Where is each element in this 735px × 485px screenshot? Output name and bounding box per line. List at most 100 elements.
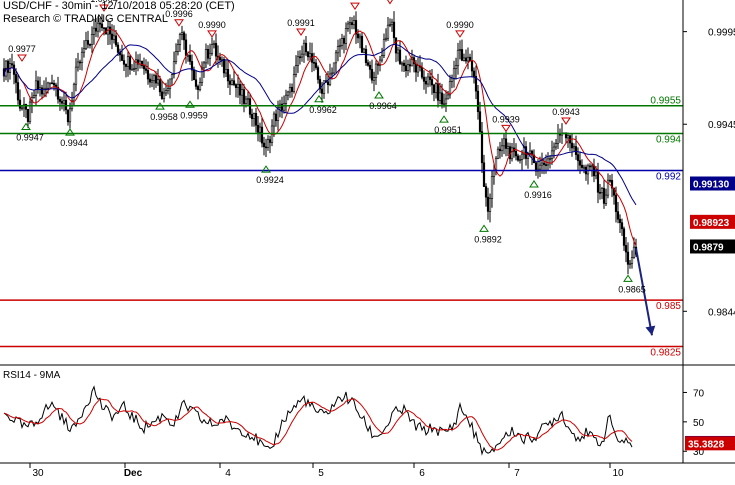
- candle-body: [186, 54, 190, 57]
- candle-body: [516, 155, 520, 161]
- candle-body: [610, 180, 614, 189]
- level-label: 0.9825: [650, 347, 681, 358]
- candle-body: [358, 35, 362, 39]
- candle-body: [554, 143, 558, 148]
- candle-body: [158, 79, 162, 93]
- candle-body: [56, 86, 60, 100]
- time-axis-label: 5: [318, 468, 324, 479]
- candle-body: [404, 65, 408, 72]
- candle-body: [192, 69, 196, 81]
- swing-high-label: 1.0004: [90, 0, 118, 4]
- candle-body: [66, 109, 70, 123]
- chart-brand: Research © TRADING CENTRAL: [3, 13, 168, 25]
- swing-low-label: 0.9916: [524, 190, 552, 200]
- candle-body: [26, 108, 30, 122]
- candle-body: [408, 64, 412, 67]
- candle-body: [378, 59, 382, 66]
- candle-body: [314, 62, 318, 68]
- candle-body: [548, 158, 552, 160]
- swing-low-marker: [21, 122, 31, 131]
- candle-body: [390, 21, 394, 25]
- candle-body: [566, 135, 570, 139]
- candle-body: [628, 262, 632, 265]
- candle-body: [416, 65, 420, 73]
- candle-body: [490, 176, 494, 199]
- candle-body: [260, 126, 264, 144]
- candle-body: [286, 91, 290, 96]
- candle-body: [162, 92, 166, 99]
- candle-body: [430, 79, 434, 86]
- candle-body: [344, 28, 348, 44]
- candle-body: [368, 64, 372, 70]
- candle-body: [588, 165, 592, 168]
- candle-body: [94, 27, 98, 32]
- candle-body: [472, 70, 476, 77]
- candle-body: [144, 68, 148, 71]
- candle-body: [258, 126, 262, 133]
- candle-body: [18, 99, 22, 109]
- candle-body: [366, 62, 370, 66]
- candle-body: [132, 68, 136, 70]
- rsi-axis-label: 30: [693, 447, 705, 458]
- candle-body: [376, 63, 380, 66]
- candle-body: [116, 44, 120, 53]
- candle-body: [10, 63, 14, 66]
- candle-body: [222, 59, 226, 74]
- swing-low-label: 0.9924: [256, 175, 284, 185]
- candle-body: [164, 90, 168, 94]
- candle-body: [630, 257, 634, 264]
- candle-body: [506, 146, 510, 149]
- candle-body: [126, 56, 130, 67]
- candle-body: [294, 65, 298, 75]
- candle-body: [14, 74, 18, 83]
- candle-body: [458, 49, 462, 51]
- candle-body: [476, 90, 480, 112]
- candle-body: [262, 142, 266, 148]
- candle-body: [318, 79, 322, 90]
- candle-body: [34, 80, 38, 96]
- candle-body: [16, 82, 20, 101]
- level-label: 0.9955: [650, 96, 681, 107]
- rsi-axis-label: 50: [693, 418, 705, 429]
- candle-body: [334, 52, 338, 64]
- swing-low-label: 0.9865: [618, 284, 646, 294]
- candle-body: [74, 66, 78, 85]
- candle-body: [474, 76, 478, 92]
- candle-body: [86, 40, 90, 45]
- candle-body: [434, 83, 438, 93]
- moving-average-slow: [3, 43, 637, 206]
- swing-low-label: 0.9958: [150, 112, 178, 122]
- swing-low-marker: [529, 180, 539, 188]
- rsi-badge-label: 35.3828: [688, 439, 725, 450]
- candle-body: [538, 164, 542, 170]
- candle-body: [232, 80, 236, 85]
- candle-body: [92, 27, 96, 35]
- candle-body: [342, 38, 346, 44]
- swing-high-marker: [561, 117, 571, 125]
- candle-body: [480, 131, 484, 164]
- candle-body: [110, 33, 114, 40]
- swing-low-marker: [65, 128, 75, 136]
- candle-body: [198, 82, 202, 90]
- candle-body: [48, 82, 52, 85]
- candle-body: [620, 222, 624, 230]
- candle-body: [252, 113, 256, 119]
- candle-body: [440, 92, 444, 105]
- candle-body: [78, 61, 82, 64]
- candle-body: [550, 150, 554, 159]
- swing-low-label: 0.9947: [16, 133, 44, 143]
- price-axis-label: 0.9844: [708, 307, 735, 318]
- candle-body: [284, 94, 288, 104]
- candle-body: [190, 61, 194, 71]
- swing-high-marker: [387, 0, 393, 5]
- candle-body: [290, 87, 294, 92]
- level-label: 0.992: [656, 172, 681, 183]
- candle-body: [600, 188, 604, 194]
- candle-body: [128, 56, 132, 70]
- candle-body: [372, 77, 376, 81]
- swing-high-label: 0.9990: [198, 20, 226, 30]
- candle-body: [112, 35, 116, 40]
- candle-body: [156, 79, 160, 84]
- swing-low-label: 0.9962: [309, 105, 337, 115]
